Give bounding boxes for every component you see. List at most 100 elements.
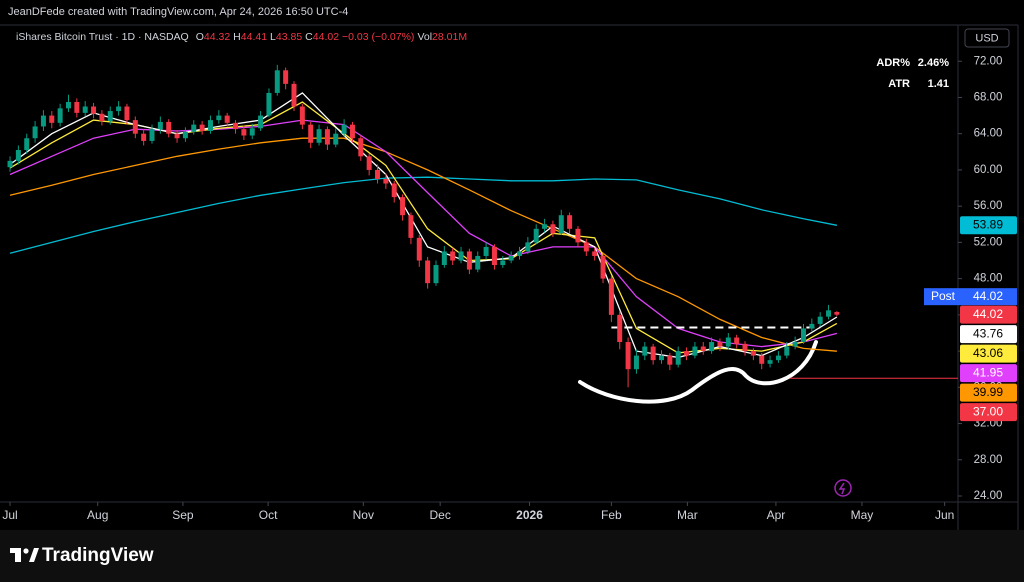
brand: TradingView — [42, 545, 154, 566]
candle-body — [500, 260, 506, 266]
x-tick-label: Aug — [87, 508, 108, 522]
price-label-bg — [960, 305, 1017, 324]
candle-body — [116, 106, 122, 112]
ohlc-key: L — [270, 31, 276, 43]
symbol: iShares Bitcoin Trust · 1D · NASDAQ — [16, 31, 189, 43]
candle-body — [74, 101, 80, 113]
candle-body — [224, 115, 230, 123]
y-tick-label: 56.00 — [974, 200, 1003, 212]
candle-body — [40, 115, 46, 127]
y-tick-label: 72.00 — [974, 55, 1003, 67]
legend: iShares Bitcoin Trust · 1D · NASDAQ O 44.3… — [16, 31, 467, 43]
price-label-bg — [960, 403, 1017, 422]
moving-average — [9, 176, 838, 254]
y-tick-label: 64.00 — [974, 128, 1003, 140]
candle-body — [558, 215, 564, 234]
indicator-value: 2.46% — [918, 57, 949, 69]
candle-body — [324, 129, 330, 145]
x-tick-label: May — [851, 508, 874, 522]
cup-drawing — [578, 340, 818, 404]
candle-body — [291, 83, 297, 107]
alert-icon[interactable] — [834, 479, 852, 497]
candle-body — [567, 215, 573, 229]
change: −0.03 (−0.07%) — [342, 31, 414, 43]
candle-body — [658, 355, 664, 361]
candle-body — [57, 108, 63, 123]
price-label: 41.95 — [973, 365, 1003, 379]
candle-body — [49, 115, 55, 123]
candle-body — [709, 342, 715, 352]
candle-body — [450, 251, 456, 261]
candle-body — [182, 131, 188, 139]
candle-body — [32, 126, 38, 139]
x-tick-label: Jun — [935, 508, 954, 522]
x-tick-label: Mar — [677, 508, 698, 522]
x-tick-label: Dec — [429, 508, 450, 522]
brand-logo — [10, 548, 39, 562]
candle-body — [675, 351, 681, 365]
post-label-name: Post — [931, 289, 956, 303]
indicator-name: ATR — [888, 78, 910, 90]
candle-body — [792, 342, 798, 347]
y-tick-label: 52.00 — [974, 236, 1003, 248]
candle-body — [400, 197, 406, 216]
candle-body — [15, 150, 21, 161]
ohlc-value: 44.41 — [241, 31, 267, 43]
candle-body — [241, 129, 247, 136]
candle-body — [366, 156, 372, 170]
ohlc-key: O — [196, 31, 204, 43]
candle-body — [667, 355, 673, 365]
candle-body — [308, 124, 314, 143]
candle-body — [141, 133, 147, 141]
volume-value: 28.01M — [432, 31, 467, 43]
candle-body — [433, 265, 439, 284]
ohlc-value: 44.32 — [204, 31, 230, 43]
candle-body — [249, 128, 255, 136]
candle-body — [542, 224, 548, 229]
candle-body — [7, 160, 13, 168]
candle-body — [458, 251, 464, 261]
candle-body — [608, 278, 614, 315]
plot-area — [7, 64, 958, 388]
candle-body — [625, 342, 631, 370]
candle-body — [483, 246, 489, 256]
candle-body — [466, 251, 472, 270]
candle-body — [583, 242, 589, 252]
price-label-bg — [960, 364, 1017, 383]
x-tick-label: Nov — [353, 508, 374, 522]
moving-average — [9, 92, 838, 359]
currency[interactable]: USD — [975, 32, 998, 44]
candle-body — [684, 351, 690, 356]
candle-body — [416, 237, 422, 261]
candle-body — [299, 106, 305, 125]
candle-body — [550, 224, 556, 234]
price-label: 39.99 — [973, 385, 1003, 399]
candle-body — [759, 355, 765, 364]
candle-body — [491, 246, 497, 266]
ohlc-key: C — [305, 31, 313, 43]
candle-body — [316, 129, 322, 143]
y-tick-label: 68.00 — [974, 91, 1003, 103]
candle-body — [750, 351, 756, 356]
price-label: 44.02 — [973, 307, 1003, 321]
candle-body — [341, 124, 347, 134]
x-tick-label: 2026 — [516, 508, 543, 522]
currency-button[interactable] — [964, 28, 1010, 48]
candle-body — [525, 242, 531, 252]
candle-body — [383, 178, 389, 184]
candle-body — [408, 215, 414, 238]
candle-body — [700, 346, 706, 352]
candle-body — [349, 124, 355, 139]
logo-part — [29, 548, 39, 562]
candle-body — [358, 138, 364, 157]
price-label-bg — [960, 216, 1017, 235]
candle-body — [817, 316, 823, 324]
alert-icon-bolt — [838, 482, 846, 495]
x-tick-label: Feb — [601, 508, 622, 522]
candle-body — [425, 260, 431, 284]
candle-body — [767, 360, 773, 364]
candle-body — [742, 343, 748, 352]
candle-body — [375, 169, 381, 179]
price-label-bg — [960, 344, 1017, 363]
candle-body — [800, 328, 806, 343]
